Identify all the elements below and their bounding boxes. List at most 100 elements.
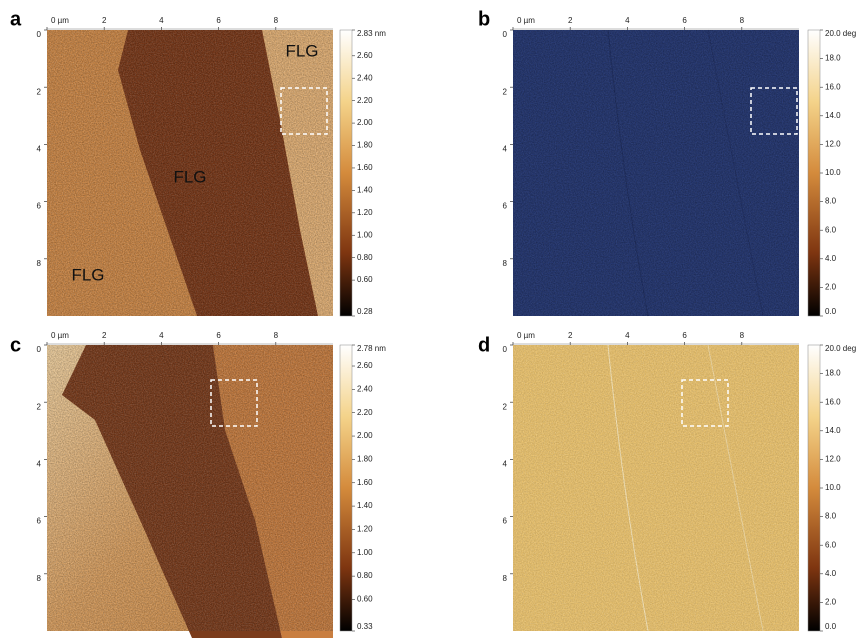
x-tick-label: 6 [216, 331, 221, 340]
colorbar-tick-label: 0.60 [357, 595, 373, 604]
image-noise [513, 345, 799, 631]
colorbar-tick-label: 1.00 [357, 230, 373, 239]
colorbar-tick-label: 2.40 [357, 73, 373, 82]
image-noise [47, 345, 333, 631]
colorbar-tick-label: 12.0 [825, 455, 841, 464]
x-tick-label: 8 [740, 16, 745, 25]
colorbar-tick-label: 10.0 [825, 483, 841, 492]
colorbar-tick-label: 0.60 [357, 275, 373, 284]
x-tick-label: 4 [625, 331, 630, 340]
colorbar [808, 30, 820, 316]
y-tick-label: 8 [37, 259, 42, 268]
panel-label: d [478, 334, 490, 356]
y-tick-label: 2 [503, 87, 508, 96]
colorbar-tick-label: 16.0 [825, 82, 841, 91]
colorbar-tick-label: 1.20 [357, 525, 373, 534]
figure: a0 µm2468024682.83 nm2.602.402.202.001.8… [0, 0, 860, 638]
y-tick-label: 8 [37, 574, 42, 583]
colorbar-tick-label: 18.0 [825, 54, 841, 63]
colorbar-tick-label: 2.60 [357, 361, 373, 370]
colorbar-tick-label: 2.00 [357, 118, 373, 127]
panel-label: c [10, 334, 21, 356]
colorbar-tick-label: 20.0 deg [825, 344, 856, 353]
x-tick-label: 0 µm [51, 16, 69, 25]
colorbar [340, 30, 352, 316]
afm-image [47, 345, 333, 638]
x-tick-label: 4 [625, 16, 630, 25]
colorbar-tick-label: 1.60 [357, 163, 373, 172]
x-tick-label: 2 [102, 331, 107, 340]
colorbar-tick-label: 2.60 [357, 51, 373, 60]
colorbar-tick-label: 10.0 [825, 168, 841, 177]
afm-image [513, 30, 799, 316]
x-tick-label: 4 [159, 16, 164, 25]
y-tick-label: 6 [37, 517, 42, 526]
colorbar-tick-label: 1.80 [357, 141, 373, 150]
afm-image [513, 345, 799, 631]
y-tick-label: 8 [503, 259, 508, 268]
colorbar-tick-label: 1.20 [357, 208, 373, 217]
colorbar-tick-label: 0.80 [357, 253, 373, 262]
x-tick-label: 6 [682, 331, 687, 340]
colorbar-tick-label: 2.0 [825, 598, 837, 607]
colorbar-tick-label: 0.33 [357, 622, 373, 631]
colorbar-tick-label: 4.0 [825, 569, 837, 578]
colorbar-tick-label: 6.0 [825, 540, 837, 549]
colorbar-tick-label: 0.0 [825, 622, 837, 631]
colorbar-tick-label: 1.00 [357, 548, 373, 557]
y-tick-label: 6 [503, 202, 508, 211]
colorbar-tick-label: 1.80 [357, 455, 373, 464]
y-tick-label: 8 [503, 574, 508, 583]
colorbar-tick-label: 2.0 [825, 283, 837, 292]
x-tick-label: 0 µm [517, 331, 535, 340]
colorbar-tick-label: 0.80 [357, 571, 373, 580]
colorbar-tick-label: 2.40 [357, 384, 373, 393]
page: a0 µm2468024682.83 nm2.602.402.202.001.8… [0, 0, 860, 638]
colorbar-tick-label: 1.40 [357, 501, 373, 510]
region-label: FLG [173, 167, 206, 186]
colorbar-tick-label: 14.0 [825, 426, 841, 435]
colorbar-tick-label: 8.0 [825, 197, 837, 206]
colorbar-tick-label: 8.0 [825, 512, 837, 521]
x-tick-label: 6 [682, 16, 687, 25]
x-tick-label: 2 [102, 16, 107, 25]
y-tick-label: 2 [503, 402, 508, 411]
colorbar-tick-label: 2.78 nm [357, 344, 386, 353]
colorbar-tick-label: 18.0 [825, 369, 841, 378]
colorbar-tick-label: 1.40 [357, 185, 373, 194]
colorbar-tick-label: 14.0 [825, 111, 841, 120]
x-tick-label: 8 [274, 16, 279, 25]
x-tick-label: 0 µm [517, 16, 535, 25]
y-tick-label: 0 [503, 30, 508, 39]
y-tick-label: 0 [37, 30, 42, 39]
y-tick-label: 0 [503, 345, 508, 354]
image-noise [513, 30, 799, 316]
colorbar-tick-label: 2.20 [357, 96, 373, 105]
colorbar-tick-label: 2.00 [357, 431, 373, 440]
colorbar-tick-label: 16.0 [825, 397, 841, 406]
y-tick-label: 4 [503, 460, 508, 469]
panel-label: b [478, 8, 490, 30]
x-tick-label: 6 [216, 16, 221, 25]
x-tick-label: 8 [274, 331, 279, 340]
colorbar-tick-label: 20.0 deg [825, 29, 856, 38]
region-label: FLG [71, 265, 104, 284]
colorbar-tick-label: 2.83 nm [357, 29, 386, 38]
colorbar-tick-label: 0.0 [825, 307, 837, 316]
colorbar-tick-label: 4.0 [825, 254, 837, 263]
x-tick-label: 2 [568, 331, 573, 340]
y-tick-label: 2 [37, 402, 42, 411]
y-tick-label: 6 [37, 202, 42, 211]
colorbar [808, 345, 820, 631]
colorbar [340, 345, 352, 631]
colorbar-tick-label: 1.60 [357, 478, 373, 487]
y-tick-label: 6 [503, 517, 508, 526]
panel-label: a [10, 8, 22, 30]
colorbar-tick-label: 6.0 [825, 225, 837, 234]
x-tick-label: 0 µm [51, 331, 69, 340]
region-label: FLG [285, 41, 318, 60]
